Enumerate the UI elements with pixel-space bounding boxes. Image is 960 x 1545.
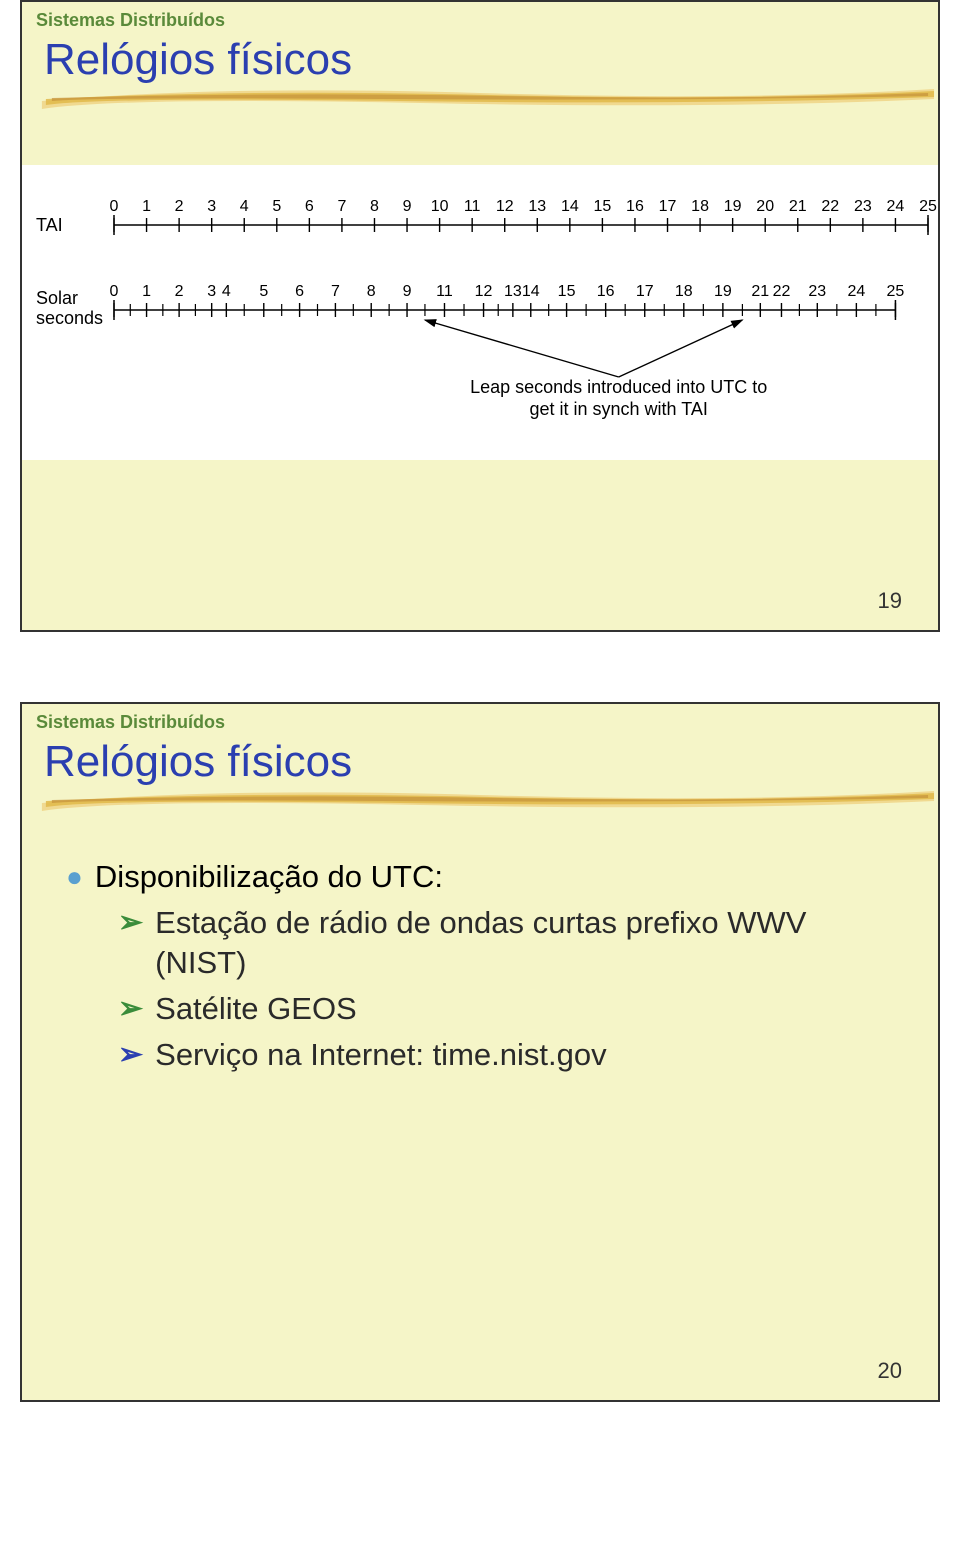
slide-header: Sistemas Distribuídos: [22, 2, 938, 31]
svg-text:15: 15: [594, 198, 612, 215]
title-brush-stroke: [22, 79, 938, 115]
svg-text:5: 5: [259, 283, 268, 300]
svg-text:2: 2: [175, 283, 184, 300]
page-number: 20: [878, 1358, 902, 1384]
tai-solar-chart: TAI0123456789101112131415161718192021222…: [22, 165, 938, 460]
svg-text:seconds: seconds: [36, 308, 103, 328]
slide-header: Sistemas Distribuídos: [22, 704, 938, 733]
chevron-right-icon: ➢: [118, 989, 143, 1029]
svg-text:15: 15: [558, 283, 576, 300]
bullet-sub: ➢ Serviço na Internet: time.nist.gov: [66, 1035, 898, 1075]
svg-text:3: 3: [207, 283, 216, 300]
svg-text:6: 6: [295, 283, 304, 300]
bullet-main: ● Disponibilização do UTC:: [66, 857, 898, 897]
svg-text:23: 23: [854, 198, 872, 215]
svg-text:0: 0: [110, 283, 119, 300]
svg-text:Solar: Solar: [36, 288, 78, 308]
svg-text:get it in synch with TAI: get it in synch with TAI: [529, 399, 707, 419]
svg-text:3: 3: [207, 198, 216, 215]
svg-text:14: 14: [561, 198, 579, 215]
svg-text:16: 16: [626, 198, 644, 215]
chevron-right-icon: ➢: [118, 1035, 143, 1075]
svg-text:1: 1: [142, 198, 151, 215]
svg-text:21: 21: [789, 198, 807, 215]
bullet-sub: ➢ Satélite GEOS: [66, 989, 898, 1029]
slide-title: Relógios físicos: [22, 31, 938, 85]
svg-text:25: 25: [887, 283, 905, 300]
svg-text:8: 8: [367, 283, 376, 300]
svg-text:18: 18: [691, 198, 709, 215]
svg-text:12: 12: [475, 283, 493, 300]
svg-text:16: 16: [597, 283, 615, 300]
svg-text:2: 2: [175, 198, 184, 215]
svg-text:8: 8: [370, 198, 379, 215]
svg-text:11: 11: [436, 283, 453, 300]
svg-text:13: 13: [504, 283, 522, 300]
chevron-right-icon: ➢: [118, 903, 143, 943]
svg-text:17: 17: [636, 283, 654, 300]
svg-text:23: 23: [808, 283, 826, 300]
svg-text:19: 19: [714, 283, 732, 300]
svg-text:5: 5: [272, 198, 281, 215]
svg-text:22: 22: [773, 283, 791, 300]
svg-text:24: 24: [847, 283, 865, 300]
svg-text:1: 1: [142, 283, 151, 300]
svg-text:19: 19: [724, 198, 742, 215]
svg-text:14: 14: [522, 283, 540, 300]
svg-text:24: 24: [887, 198, 905, 215]
svg-text:18: 18: [675, 283, 693, 300]
bullet-disc-icon: ●: [66, 857, 83, 897]
svg-text:21: 21: [751, 283, 769, 300]
bullet-sub-text: Serviço na Internet: time.nist.gov: [155, 1035, 606, 1075]
svg-text:0: 0: [110, 198, 119, 215]
svg-text:6: 6: [305, 198, 314, 215]
bullet-sub-text: Estação de rádio de ondas curtas prefixo…: [155, 903, 898, 983]
page-number: 19: [878, 588, 902, 614]
title-brush-stroke: [22, 781, 938, 817]
slide-2: Sistemas Distribuídos Relógios físicos ●…: [20, 702, 940, 1402]
bullet-sub: ➢ Estação de rádio de ondas curtas prefix…: [66, 903, 898, 983]
svg-text:12: 12: [496, 198, 514, 215]
svg-text:4: 4: [222, 283, 231, 300]
svg-text:17: 17: [659, 198, 677, 215]
svg-text:Leap seconds introduced into U: Leap seconds introduced into UTC to: [470, 377, 767, 397]
svg-text:9: 9: [403, 283, 412, 300]
svg-text:7: 7: [337, 198, 346, 215]
svg-text:7: 7: [331, 283, 340, 300]
bullet-list: ● Disponibilização do UTC: ➢ Estação de r…: [22, 817, 938, 1075]
bullet-sub-text: Satélite GEOS: [155, 989, 357, 1029]
slide-1: Sistemas Distribuídos Relógios físicos T…: [20, 0, 940, 632]
svg-text:TAI: TAI: [36, 215, 63, 235]
svg-text:25: 25: [919, 198, 937, 215]
svg-text:4: 4: [240, 198, 249, 215]
svg-text:20: 20: [756, 198, 774, 215]
svg-text:11: 11: [464, 198, 481, 215]
svg-text:10: 10: [431, 198, 449, 215]
bullet-main-text: Disponibilização do UTC:: [95, 857, 443, 897]
svg-text:22: 22: [821, 198, 839, 215]
svg-text:9: 9: [403, 198, 412, 215]
svg-text:13: 13: [528, 198, 546, 215]
slide-title: Relógios físicos: [22, 733, 938, 787]
